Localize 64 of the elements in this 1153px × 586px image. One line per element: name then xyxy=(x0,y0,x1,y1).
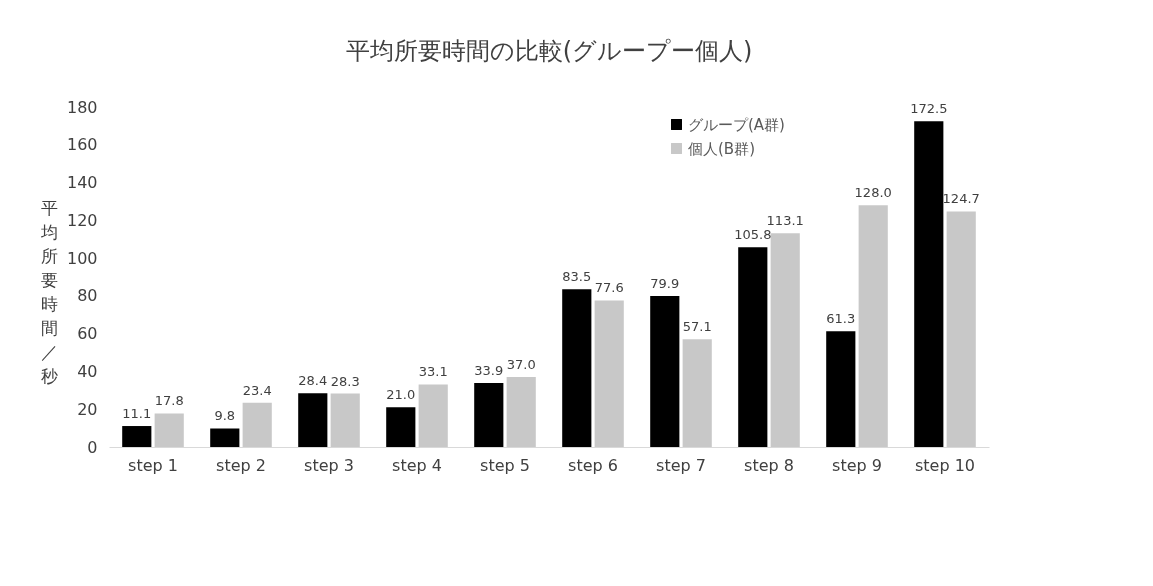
data-label: 77.6 xyxy=(594,280,624,296)
data-label: 83.5 xyxy=(562,269,592,285)
bar xyxy=(154,413,184,447)
bar xyxy=(562,289,592,447)
x-tick-label: step 10 xyxy=(914,455,976,475)
data-label: 9.8 xyxy=(214,408,236,424)
data-label: 105.8 xyxy=(734,227,772,243)
bar xyxy=(770,233,800,447)
data-label: 11.1 xyxy=(122,406,152,422)
bar xyxy=(418,384,448,447)
bar xyxy=(122,426,152,447)
bar xyxy=(650,296,680,447)
data-label: 28.3 xyxy=(330,373,360,389)
bar xyxy=(506,377,536,447)
y-tick-label: 100 xyxy=(66,248,98,268)
x-tick-label: step 3 xyxy=(304,455,354,475)
data-label: 57.1 xyxy=(682,319,712,335)
data-label: 113.1 xyxy=(766,213,804,229)
data-label: 172.5 xyxy=(910,101,948,117)
bar xyxy=(474,382,504,447)
y-tick-label: 180 xyxy=(66,97,98,117)
data-label: 128.0 xyxy=(854,185,892,201)
data-label: 23.4 xyxy=(242,382,272,398)
y-tick-label: 20 xyxy=(77,399,98,419)
bar xyxy=(242,402,272,447)
y-tick-label: 80 xyxy=(77,286,98,306)
y-tick-label: 120 xyxy=(66,210,98,230)
y-tick-label: 40 xyxy=(77,361,98,381)
y-tick-label: 160 xyxy=(66,135,98,155)
y-tick-label: 140 xyxy=(66,173,98,193)
bar xyxy=(914,121,944,447)
data-label: 33.1 xyxy=(418,364,448,380)
y-tick-label: 0 xyxy=(87,437,98,457)
y-tick-label: 60 xyxy=(77,324,98,344)
x-tick-label: step 6 xyxy=(568,455,618,475)
x-tick-label: step 2 xyxy=(216,455,266,475)
x-tick-label: step 7 xyxy=(656,455,706,475)
data-label: 37.0 xyxy=(506,357,536,373)
bar xyxy=(330,393,360,447)
y-axis-title: 平均所要時間／秒 xyxy=(40,197,58,386)
data-label: 17.8 xyxy=(154,393,184,409)
data-label: 21.0 xyxy=(386,387,416,403)
bar xyxy=(298,393,328,447)
bar xyxy=(858,205,888,447)
legend-label: グループ(A群) xyxy=(688,115,785,134)
bar xyxy=(594,300,624,447)
x-tick-label: step 1 xyxy=(128,455,178,475)
x-tick-label: step 4 xyxy=(392,455,442,475)
data-label: 61.3 xyxy=(826,311,856,327)
data-label: 28.4 xyxy=(298,373,328,389)
x-tick-label: step 5 xyxy=(480,455,530,475)
data-label: 33.9 xyxy=(474,362,504,378)
chart-title: 平均所要時間の比較(グループー個人) xyxy=(345,37,753,65)
data-label: 79.9 xyxy=(650,276,680,292)
x-tick-label: step 9 xyxy=(832,455,882,475)
x-tick-label: step 8 xyxy=(744,455,794,475)
bar xyxy=(738,247,768,447)
bar xyxy=(386,407,416,447)
data-label: 124.7 xyxy=(942,191,980,207)
bar xyxy=(682,339,712,447)
bar xyxy=(826,331,856,447)
legend-label: 個人(B群) xyxy=(688,139,755,158)
bar xyxy=(946,211,976,447)
bar xyxy=(210,428,240,447)
